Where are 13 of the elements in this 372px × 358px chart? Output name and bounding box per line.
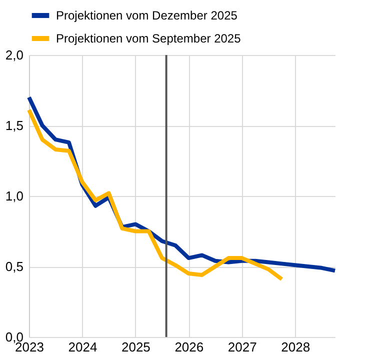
x-tick-label: 2028 [281,340,310,354]
y-tick-label: 1,0 [5,188,24,204]
y-tick-label: 2,0 [5,48,24,62]
x-tick-label: 2026 [174,340,204,354]
x-tick-label: 2027 [228,340,257,354]
x-tick-label: 2025 [121,340,150,354]
x-tick-label: 2024 [68,340,98,354]
y-tick-label: 0,5 [5,259,24,274]
legend-label: Projektionen vom Dezember 2025 [56,8,238,22]
legend-label: Projektionen vom September 2025 [56,32,242,46]
y-tick-label: 0,0 [5,330,24,344]
line-series [27,108,284,282]
y-tick-label: 1,5 [5,118,24,133]
